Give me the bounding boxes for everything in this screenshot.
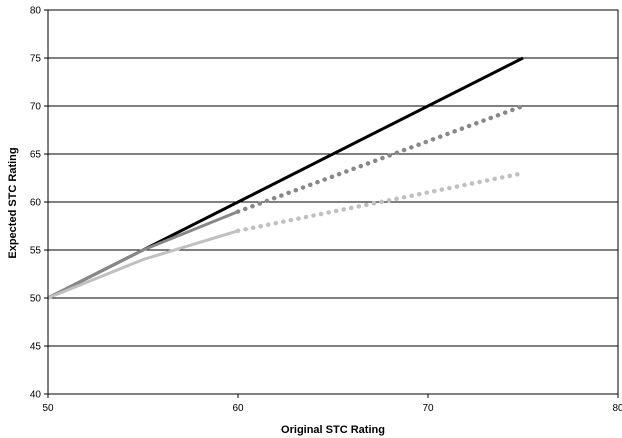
series-line-3	[235, 103, 526, 214]
y-tick-label: 70	[30, 102, 42, 113]
x-tick-label: 80	[612, 403, 622, 414]
y-tick-label: 45	[30, 342, 42, 353]
axes	[44, 9, 619, 398]
x-tick-labels: 50 60 70 80	[42, 403, 622, 414]
y-tick-label: 65	[30, 150, 42, 161]
y-tick-label: 75	[30, 54, 42, 65]
x-tick-label: 70	[422, 403, 434, 414]
series-line-2	[47, 210, 239, 300]
y-tick-label: 55	[30, 246, 42, 257]
y-tick-label: 50	[30, 294, 42, 305]
series-line-5	[235, 170, 526, 234]
series-group	[47, 56, 526, 300]
y-tick-label: 40	[30, 390, 42, 401]
x-axis-title: Original STC Rating	[281, 424, 385, 436]
x-tick-label: 50	[42, 403, 54, 414]
grid-lines	[48, 9, 618, 395]
y-axis-title: Expected STC Rating	[7, 147, 19, 258]
y-tick-label: 80	[30, 6, 42, 17]
y-tick-labels: 40 45 50 55 60 65 70 75 80	[30, 6, 42, 401]
series-line-4	[47, 229, 239, 300]
plot-area-border	[47, 9, 619, 395]
y-tick-label: 60	[30, 198, 42, 209]
x-tick-label: 60	[232, 403, 244, 414]
